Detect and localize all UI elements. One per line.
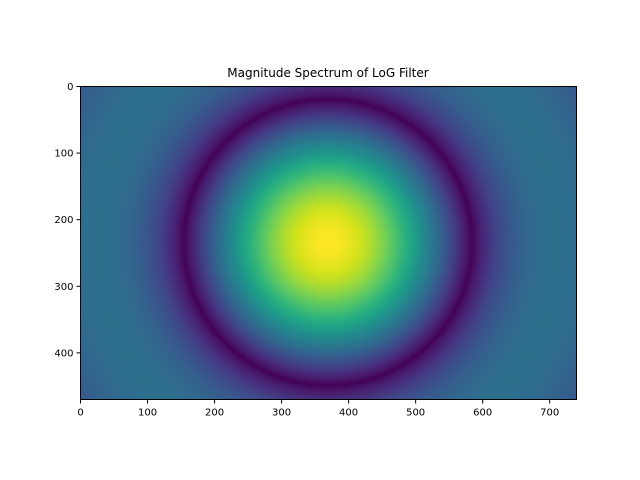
y-axis: 0 100 200 300 400 [54, 82, 81, 359]
x-tick-label: 0 [77, 408, 83, 419]
x-tick-label: 500 [406, 408, 425, 419]
x-tick-label: 300 [272, 408, 291, 419]
axes-frame [80, 86, 577, 400]
y-tick-label: 100 [54, 149, 73, 160]
heatmap-image-container [80, 86, 576, 399]
y-tick-label: 200 [54, 215, 73, 226]
y-tick-label: 0 [67, 82, 73, 93]
heatmap-image [80, 86, 576, 399]
x-tick-label: 400 [339, 408, 358, 419]
x-tick-label: 100 [138, 408, 157, 419]
plot-area [80, 86, 577, 400]
x-tick-label: 700 [540, 408, 559, 419]
chart-title: Magnitude Spectrum of LoG Filter [227, 66, 428, 80]
x-tick-label: 600 [473, 408, 492, 419]
y-tick-label: 300 [54, 282, 73, 293]
x-tick-label: 200 [205, 408, 224, 419]
y-tick-label: 400 [54, 348, 73, 359]
x-axis: 0 100 200 300 400 500 600 700 [77, 399, 559, 419]
